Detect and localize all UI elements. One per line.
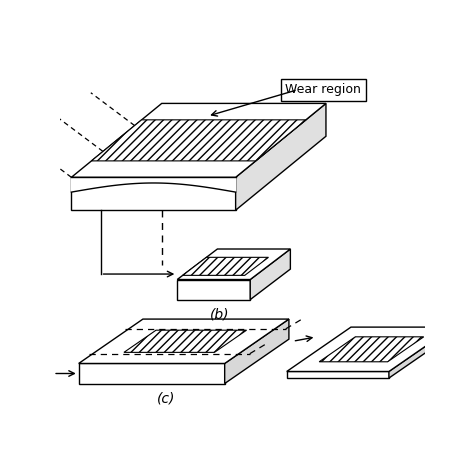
- Polygon shape: [225, 319, 289, 383]
- Text: (b): (b): [210, 307, 229, 321]
- Polygon shape: [79, 364, 225, 383]
- Polygon shape: [182, 257, 268, 275]
- Polygon shape: [287, 327, 453, 372]
- Text: Wear region: Wear region: [285, 83, 361, 96]
- Polygon shape: [250, 249, 291, 300]
- Polygon shape: [72, 177, 236, 210]
- Polygon shape: [287, 372, 389, 378]
- Polygon shape: [236, 103, 326, 210]
- Polygon shape: [79, 319, 289, 364]
- Polygon shape: [91, 120, 306, 161]
- Polygon shape: [319, 337, 424, 362]
- Polygon shape: [177, 249, 291, 280]
- Polygon shape: [124, 330, 246, 352]
- Polygon shape: [72, 103, 326, 177]
- Text: (c): (c): [157, 391, 175, 405]
- Polygon shape: [389, 327, 453, 378]
- Polygon shape: [177, 280, 250, 300]
- Polygon shape: [72, 177, 236, 192]
